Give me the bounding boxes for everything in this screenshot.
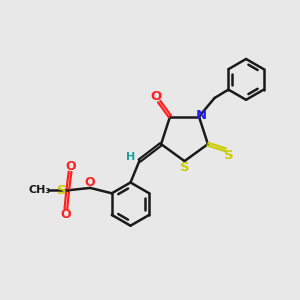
Text: O: O — [65, 160, 76, 173]
Text: N: N — [196, 109, 207, 122]
Text: O: O — [151, 90, 162, 103]
Text: CH₃: CH₃ — [28, 185, 50, 195]
Text: O: O — [60, 208, 70, 221]
Text: S: S — [180, 161, 190, 174]
Text: S: S — [224, 149, 234, 162]
Text: O: O — [84, 176, 95, 189]
Text: H: H — [127, 152, 136, 162]
Text: S: S — [58, 184, 67, 197]
